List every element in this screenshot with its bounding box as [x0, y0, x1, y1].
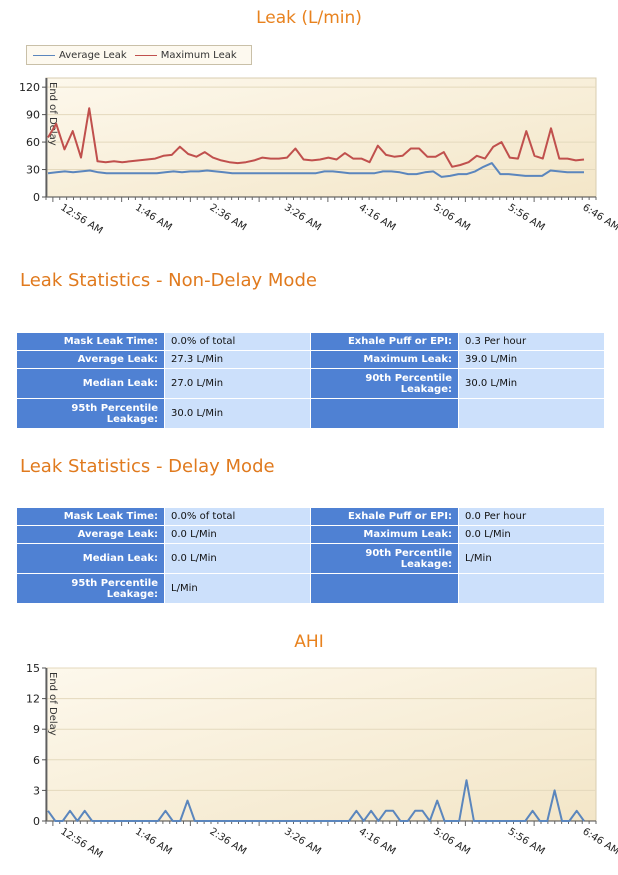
table-row: Median Leak: 27.0 L/Min 90th Percentile …: [17, 369, 604, 398]
y-tick-label: 0: [33, 815, 40, 828]
x-tick-label: 12:56 AM: [58, 826, 104, 860]
stat-value: L/Min: [458, 544, 604, 573]
plot-area: [45, 77, 597, 198]
x-tick-label: 3:26 AM: [282, 202, 323, 233]
series-line-maximum-leak: [47, 107, 585, 168]
table-row: 95th Percentile Leakage: 30.0 L/Min: [17, 399, 604, 428]
legend-item-average-leak: Average Leak: [33, 50, 127, 61]
stat-label: Exhale Puff or EPI:: [310, 508, 458, 525]
x-tick-label: 5:06 AM: [431, 202, 472, 233]
y-tick-label: 6: [33, 754, 40, 767]
x-tick-label: 5:56 AM: [506, 202, 547, 233]
plot-area: [45, 667, 597, 822]
x-tick-label: 6:46 AM: [580, 826, 618, 857]
y-tick-label: 90: [26, 109, 40, 122]
series-line-average-leak: [47, 162, 584, 178]
empty-cell: [458, 399, 604, 428]
x-tick-label: 1:46 AM: [133, 826, 174, 857]
table-row: 95th Percentile Leakage: L/Min: [17, 574, 604, 603]
non-delay-stats-table: Mask Leak Time: 0.0% of total Exhale Puf…: [16, 332, 605, 429]
stat-label: 90th Percentile Leakage:: [310, 544, 458, 573]
x-tick-label: 2:36 AM: [208, 202, 249, 233]
stat-label: 90th Percentile Leakage:: [310, 369, 458, 398]
stat-value: 30.0 L/Min: [165, 399, 310, 428]
empty-cell: [310, 399, 458, 428]
stat-value: L/Min: [165, 574, 310, 603]
y-tick-label: 9: [33, 723, 40, 736]
legend-label-maximum-leak: Maximum Leak: [160, 49, 237, 61]
stat-label: Mask Leak Time:: [17, 333, 164, 350]
leak-chart-title: Leak (L/min): [256, 8, 362, 28]
table-row: Median Leak: 0.0 L/Min 90th Percentile L…: [17, 544, 604, 573]
legend-swatch-maximum-leak: [134, 54, 157, 56]
stat-label: Exhale Puff or EPI:: [310, 333, 458, 350]
x-tick-label: 2:36 AM: [208, 826, 249, 857]
delay-stats-table: Mask Leak Time: 0.0% of total Exhale Puf…: [16, 507, 605, 604]
legend-item-maximum-leak: Maximum Leak: [134, 49, 237, 61]
end-of-delay-label: End of Delay: [47, 82, 58, 146]
x-tick-label: 4:16 AM: [357, 202, 398, 233]
stat-value: 0.0 Per hour: [458, 508, 604, 525]
table-row: Average Leak: 27.3 L/Min Maximum Leak: 3…: [17, 351, 604, 368]
stat-value: 0.0% of total: [165, 333, 310, 350]
series-line-ahi: [47, 779, 585, 822]
end-of-delay-label: End of Delay: [47, 672, 58, 736]
ahi-chart-title: AHI: [294, 632, 324, 652]
table-row: Mask Leak Time: 0.0% of total Exhale Puf…: [17, 333, 604, 350]
stat-label: Maximum Leak:: [310, 526, 458, 543]
non-delay-section-title: Leak Statistics - Non-Delay Mode: [20, 270, 317, 291]
x-tick-label: 12:56 AM: [58, 202, 104, 236]
table-row: Average Leak: 0.0 L/Min Maximum Leak: 0.…: [17, 526, 604, 543]
empty-cell: [310, 574, 458, 603]
x-tick-label: 5:56 AM: [506, 826, 547, 857]
stat-label: Median Leak:: [17, 544, 164, 573]
stat-label: Average Leak:: [17, 351, 164, 368]
y-tick-label: 30: [26, 164, 40, 177]
y-tick-label: 15: [26, 662, 40, 675]
legend-label-average-leak: Average Leak: [59, 49, 127, 61]
stat-label: 95th Percentile Leakage:: [17, 574, 164, 603]
x-tick-label: 3:26 AM: [282, 826, 323, 857]
stat-value: 0.0 L/Min: [165, 544, 310, 573]
stat-label: Average Leak:: [17, 526, 164, 543]
y-tick-label: 0: [33, 191, 40, 204]
empty-cell: [458, 574, 604, 603]
stat-label: Mask Leak Time:: [17, 508, 164, 525]
stat-value: 0.3 Per hour: [458, 333, 604, 350]
y-tick-label: 120: [19, 81, 40, 94]
x-tick-label: 5:06 AM: [431, 826, 472, 857]
stat-value: 0.0% of total: [165, 508, 310, 525]
y-tick-label: 3: [33, 784, 40, 797]
stat-label: Maximum Leak:: [310, 351, 458, 368]
stat-label: 95th Percentile Leakage:: [17, 399, 164, 428]
stat-value: 27.0 L/Min: [165, 369, 310, 398]
stat-value: 39.0 L/Min: [458, 351, 604, 368]
legend-swatch-average-leak: [33, 54, 55, 56]
ahi-chart: 0 3 6 9 12 15 12:56 AM 1:46 AM 2:36 AM 3:26 AM 4:1…: [26, 662, 618, 861]
leak-chart: 0 30 60 90 120 12:56 AM 1:46 AM 2:36 AM 3:26 AM 4…: [19, 77, 618, 237]
stat-value: 0.0 L/Min: [458, 526, 604, 543]
table-row: Mask Leak Time: 0.0% of total Exhale Puf…: [17, 508, 604, 525]
stat-value: 27.3 L/Min: [165, 351, 310, 368]
x-tick-label: 1:46 AM: [133, 202, 174, 233]
leak-chart-legend: Average Leak Maximum Leak: [26, 45, 252, 65]
x-tick-label: 6:46 AM: [580, 202, 618, 233]
x-tick-label: 4:16 AM: [357, 826, 398, 857]
y-tick-label: 60: [26, 136, 40, 149]
delay-section-title: Leak Statistics - Delay Mode: [20, 456, 275, 477]
stat-value: 0.0 L/Min: [165, 526, 310, 543]
y-tick-label: 12: [26, 693, 40, 706]
stat-label: Median Leak:: [17, 369, 164, 398]
stat-value: 30.0 L/Min: [458, 369, 604, 398]
